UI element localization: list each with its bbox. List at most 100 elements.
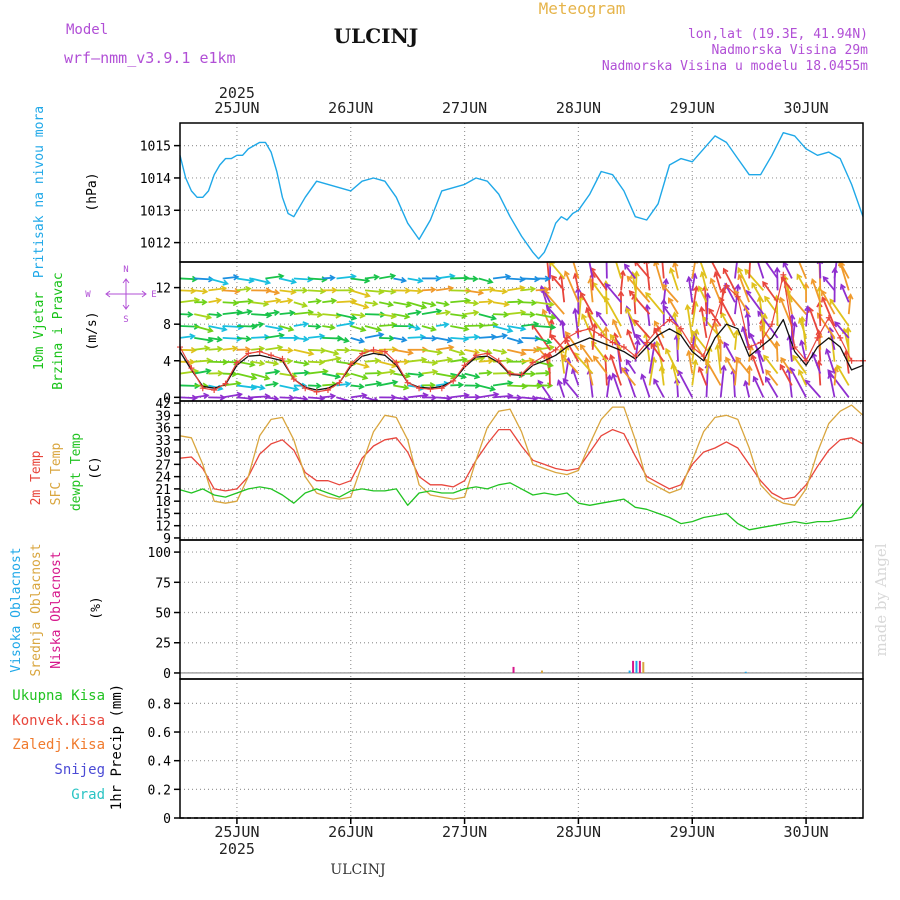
y-tick-label: 21 (155, 483, 171, 498)
wind-arrow-head (804, 304, 811, 312)
wind-arrow (811, 279, 822, 303)
wind-gust-marker (518, 371, 525, 378)
wind-arrow-head (762, 280, 769, 288)
wind-arrow (265, 370, 280, 375)
wind-arrow (322, 372, 340, 378)
wind-arrow (450, 348, 465, 355)
wind-gust-marker (302, 385, 309, 392)
wind-arrow-head (827, 369, 834, 376)
wind-arrow (293, 322, 308, 327)
wind-arrow-head (501, 288, 509, 295)
wind-arrow (563, 345, 568, 362)
wind-arrow-head (387, 301, 394, 308)
temp-axis-sfc: SFC Temp (49, 443, 64, 506)
wind-arrow-head (625, 358, 632, 366)
wind-arrow-head (247, 298, 254, 305)
wind-arrow-head (579, 343, 586, 351)
x-year-bottom: 2025 (219, 840, 255, 858)
wind-arrow-head (759, 253, 764, 258)
wind-arrow (364, 275, 379, 280)
wind-arrow (378, 360, 397, 367)
footer-station: ULCINJ (330, 862, 385, 878)
wind-arrow-head (350, 314, 358, 321)
wind-arrow-head (836, 364, 842, 371)
wind-arrow (492, 334, 507, 339)
wind-arrow (796, 274, 807, 291)
wind-arrow-head (623, 263, 630, 270)
wind-arrow (322, 383, 337, 387)
wind-arrow-head (302, 287, 309, 294)
wind-arrow-head (461, 356, 468, 364)
wind-arrow (421, 325, 436, 331)
wind-arrow-head (319, 287, 327, 295)
wind-arrow (407, 325, 420, 330)
wind-gust-marker (780, 271, 787, 278)
wind-arrow-head (431, 394, 438, 401)
wind-arrow-head (231, 345, 239, 352)
wind-arrow-head (472, 275, 479, 283)
wind-arrow (827, 369, 850, 398)
wind-arrow (364, 289, 384, 293)
x-year-top: 2025 (219, 84, 255, 102)
wind-arrow-head (691, 358, 699, 366)
wind-arrow-head (520, 349, 527, 357)
wind-arrow-head (359, 312, 366, 319)
wind-arrow (250, 277, 270, 284)
wind-arrow (744, 269, 765, 291)
wind-arrow (194, 347, 210, 351)
wind-arrow-head (289, 309, 296, 317)
wind-arrow (464, 301, 478, 305)
x-tick-label-bottom: 29JUN (670, 823, 715, 841)
wind-arrow (811, 352, 822, 374)
wind-arrow-head (205, 368, 212, 375)
wind-arrow-head (361, 374, 369, 381)
wind-arrow (612, 319, 622, 339)
wind-arrow-head (447, 285, 455, 292)
product-title: Meteogram (539, 0, 626, 18)
wind-arrow-head (764, 295, 770, 302)
wind-arrow (624, 367, 637, 398)
wind-arrow-head (563, 270, 570, 277)
wind-arrow-head (559, 319, 566, 326)
y-tick-label: 1015 (140, 140, 171, 155)
wind-arrow (308, 289, 325, 293)
y-tick-label: 100 (148, 546, 171, 561)
wind-arrow-head (373, 274, 380, 281)
y-tick-label: 15 (155, 507, 171, 522)
wind-arrow (293, 301, 307, 307)
wind-arrow-head (807, 306, 814, 313)
wind-arrow-head (568, 250, 573, 255)
y-tick-label: 24 (155, 471, 171, 486)
wind-arrow (350, 384, 364, 388)
wind-arrow-head (315, 382, 323, 390)
wind-arrow-head (408, 322, 415, 330)
wind-arrow (308, 277, 327, 281)
wind-arrow (543, 290, 565, 315)
wind-arrow (478, 277, 493, 284)
wind-arrow (734, 262, 738, 279)
wind-arrow-head (259, 384, 266, 391)
wind-arrow (180, 277, 197, 281)
wind-arrow-head (503, 300, 510, 308)
wind-arrow (732, 369, 736, 398)
wind-arrow (535, 301, 554, 306)
compass-north: N (123, 265, 128, 275)
wind-arrow (698, 286, 708, 303)
wind-arrow (660, 366, 665, 386)
wind-arrow-head (264, 278, 272, 286)
wind-arrow (798, 318, 807, 339)
wind-arrow-head (541, 308, 548, 315)
wind-arrow (665, 348, 679, 374)
wind-arrow (364, 382, 381, 387)
wind-arrow-head (416, 287, 424, 295)
wind-gust-marker (324, 387, 331, 394)
wind-arrow-head (389, 368, 396, 376)
wind-arrow (450, 394, 469, 399)
wind-arrow-head (748, 247, 753, 251)
header: Model wrf–nmm_v3.9.1 e1km ULCINJ Meteogr… (64, 0, 868, 74)
wind-arrow-head (222, 279, 230, 286)
wind-arrow (804, 379, 821, 398)
wind-arrow (492, 381, 513, 387)
wind-arrow-head (286, 357, 294, 365)
wind-arrow (350, 301, 369, 309)
